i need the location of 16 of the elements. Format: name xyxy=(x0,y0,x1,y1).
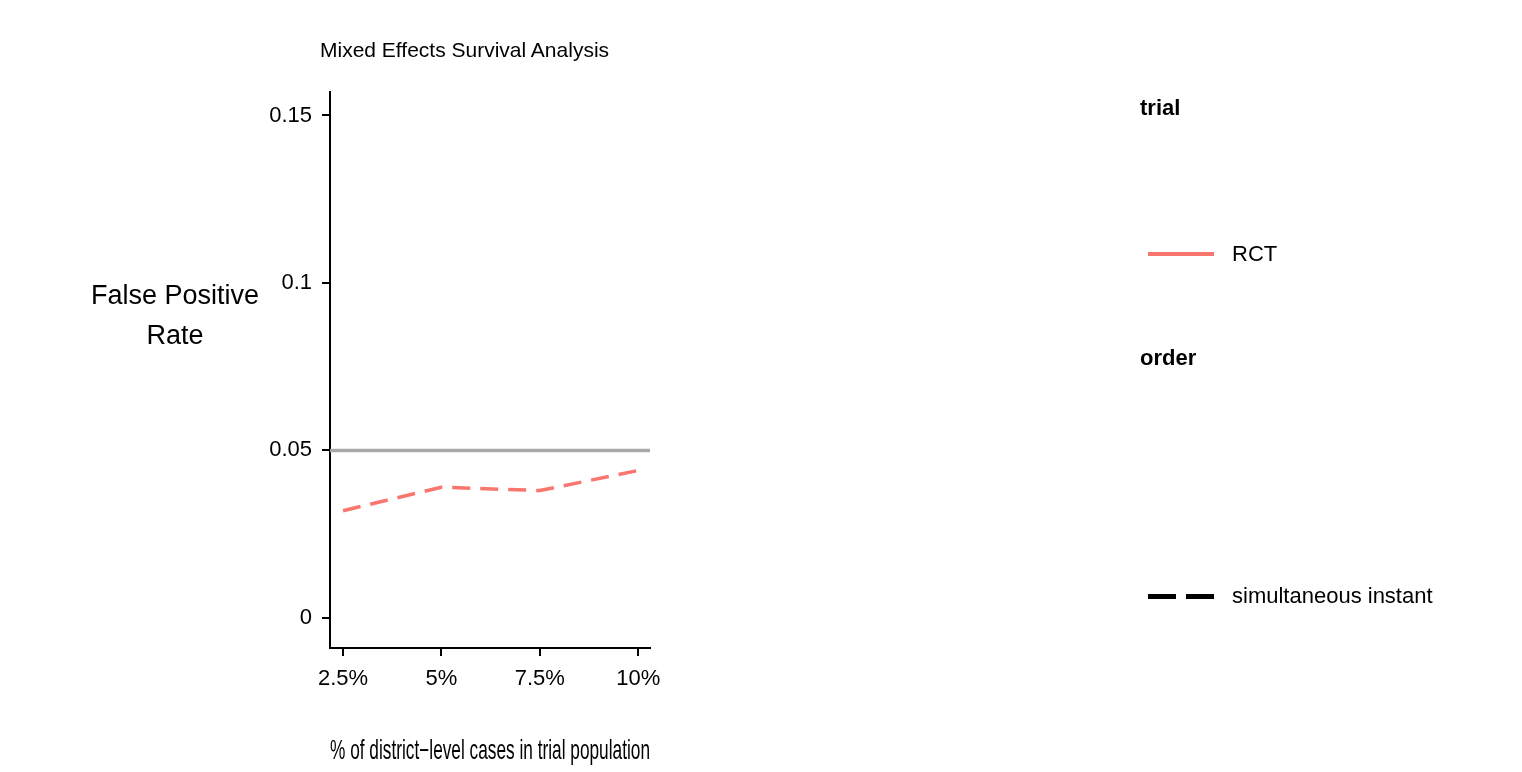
chart-title: Mixed Effects Survival Analysis xyxy=(320,38,610,62)
x-tick-label: 5% xyxy=(425,665,458,691)
y-axis-title: False Positive Rate xyxy=(89,279,261,352)
legend-title: trial xyxy=(1140,95,1182,121)
x-tick-label: 2.5% xyxy=(317,665,369,691)
x-axis-title: % of district−level cases in trial population xyxy=(330,734,650,766)
y-tick-label: 0.1 xyxy=(281,268,312,294)
y-tick-label: 0.05 xyxy=(269,436,312,462)
x-tick-label: 10% xyxy=(616,665,661,691)
text: simultaneous instant xyxy=(1232,583,1433,609)
legend-label: RCT xyxy=(1232,241,1278,267)
x-tick-label: 7.5% xyxy=(514,665,565,691)
y-tick-label: 0 xyxy=(299,603,312,629)
y-tick-label: 0.15 xyxy=(269,101,312,127)
line-series xyxy=(341,468,640,513)
text: order xyxy=(1140,345,1197,371)
